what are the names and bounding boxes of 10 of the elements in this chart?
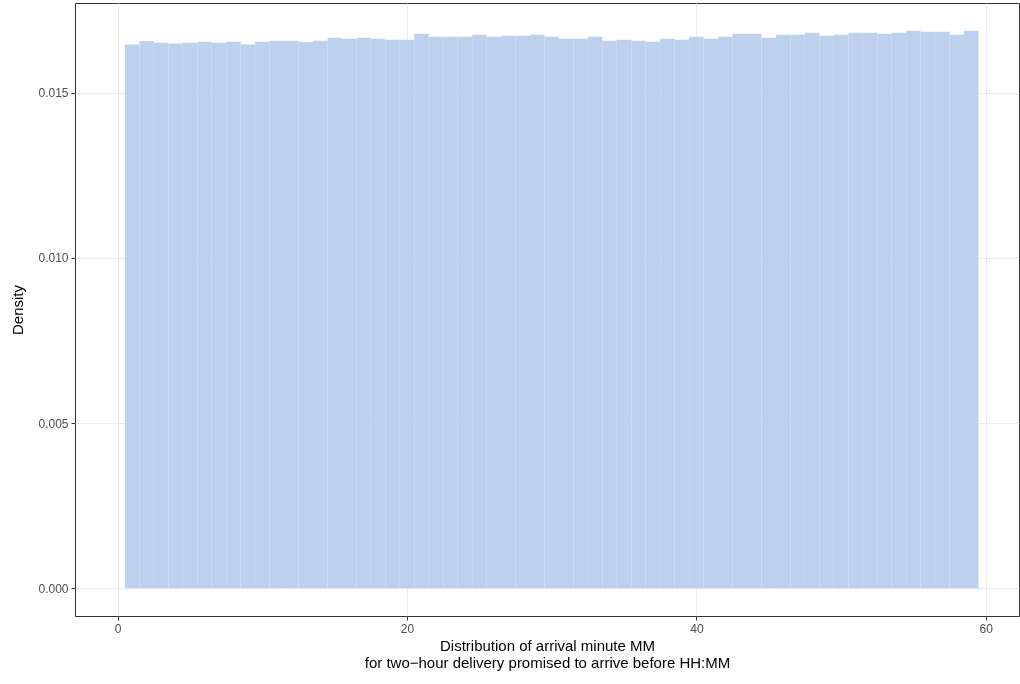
y-tick-label: 0.015 [38, 86, 69, 101]
y-axis-title: Density [9, 284, 27, 336]
y-tick-label: 0.000 [38, 581, 69, 596]
y-tick-label: 0.010 [38, 251, 69, 266]
x-axis-title: Distribution of arrival minute MM for two−hour delivery promised to arrive before HH:MM [364, 636, 731, 671]
y-tick-label: 0.005 [38, 416, 69, 431]
x-tick-label: 20 [400, 621, 415, 636]
x-tick-label: 0 [114, 621, 122, 636]
x-tick-label: 40 [690, 621, 704, 636]
x-tick-label: 60 [979, 621, 994, 636]
